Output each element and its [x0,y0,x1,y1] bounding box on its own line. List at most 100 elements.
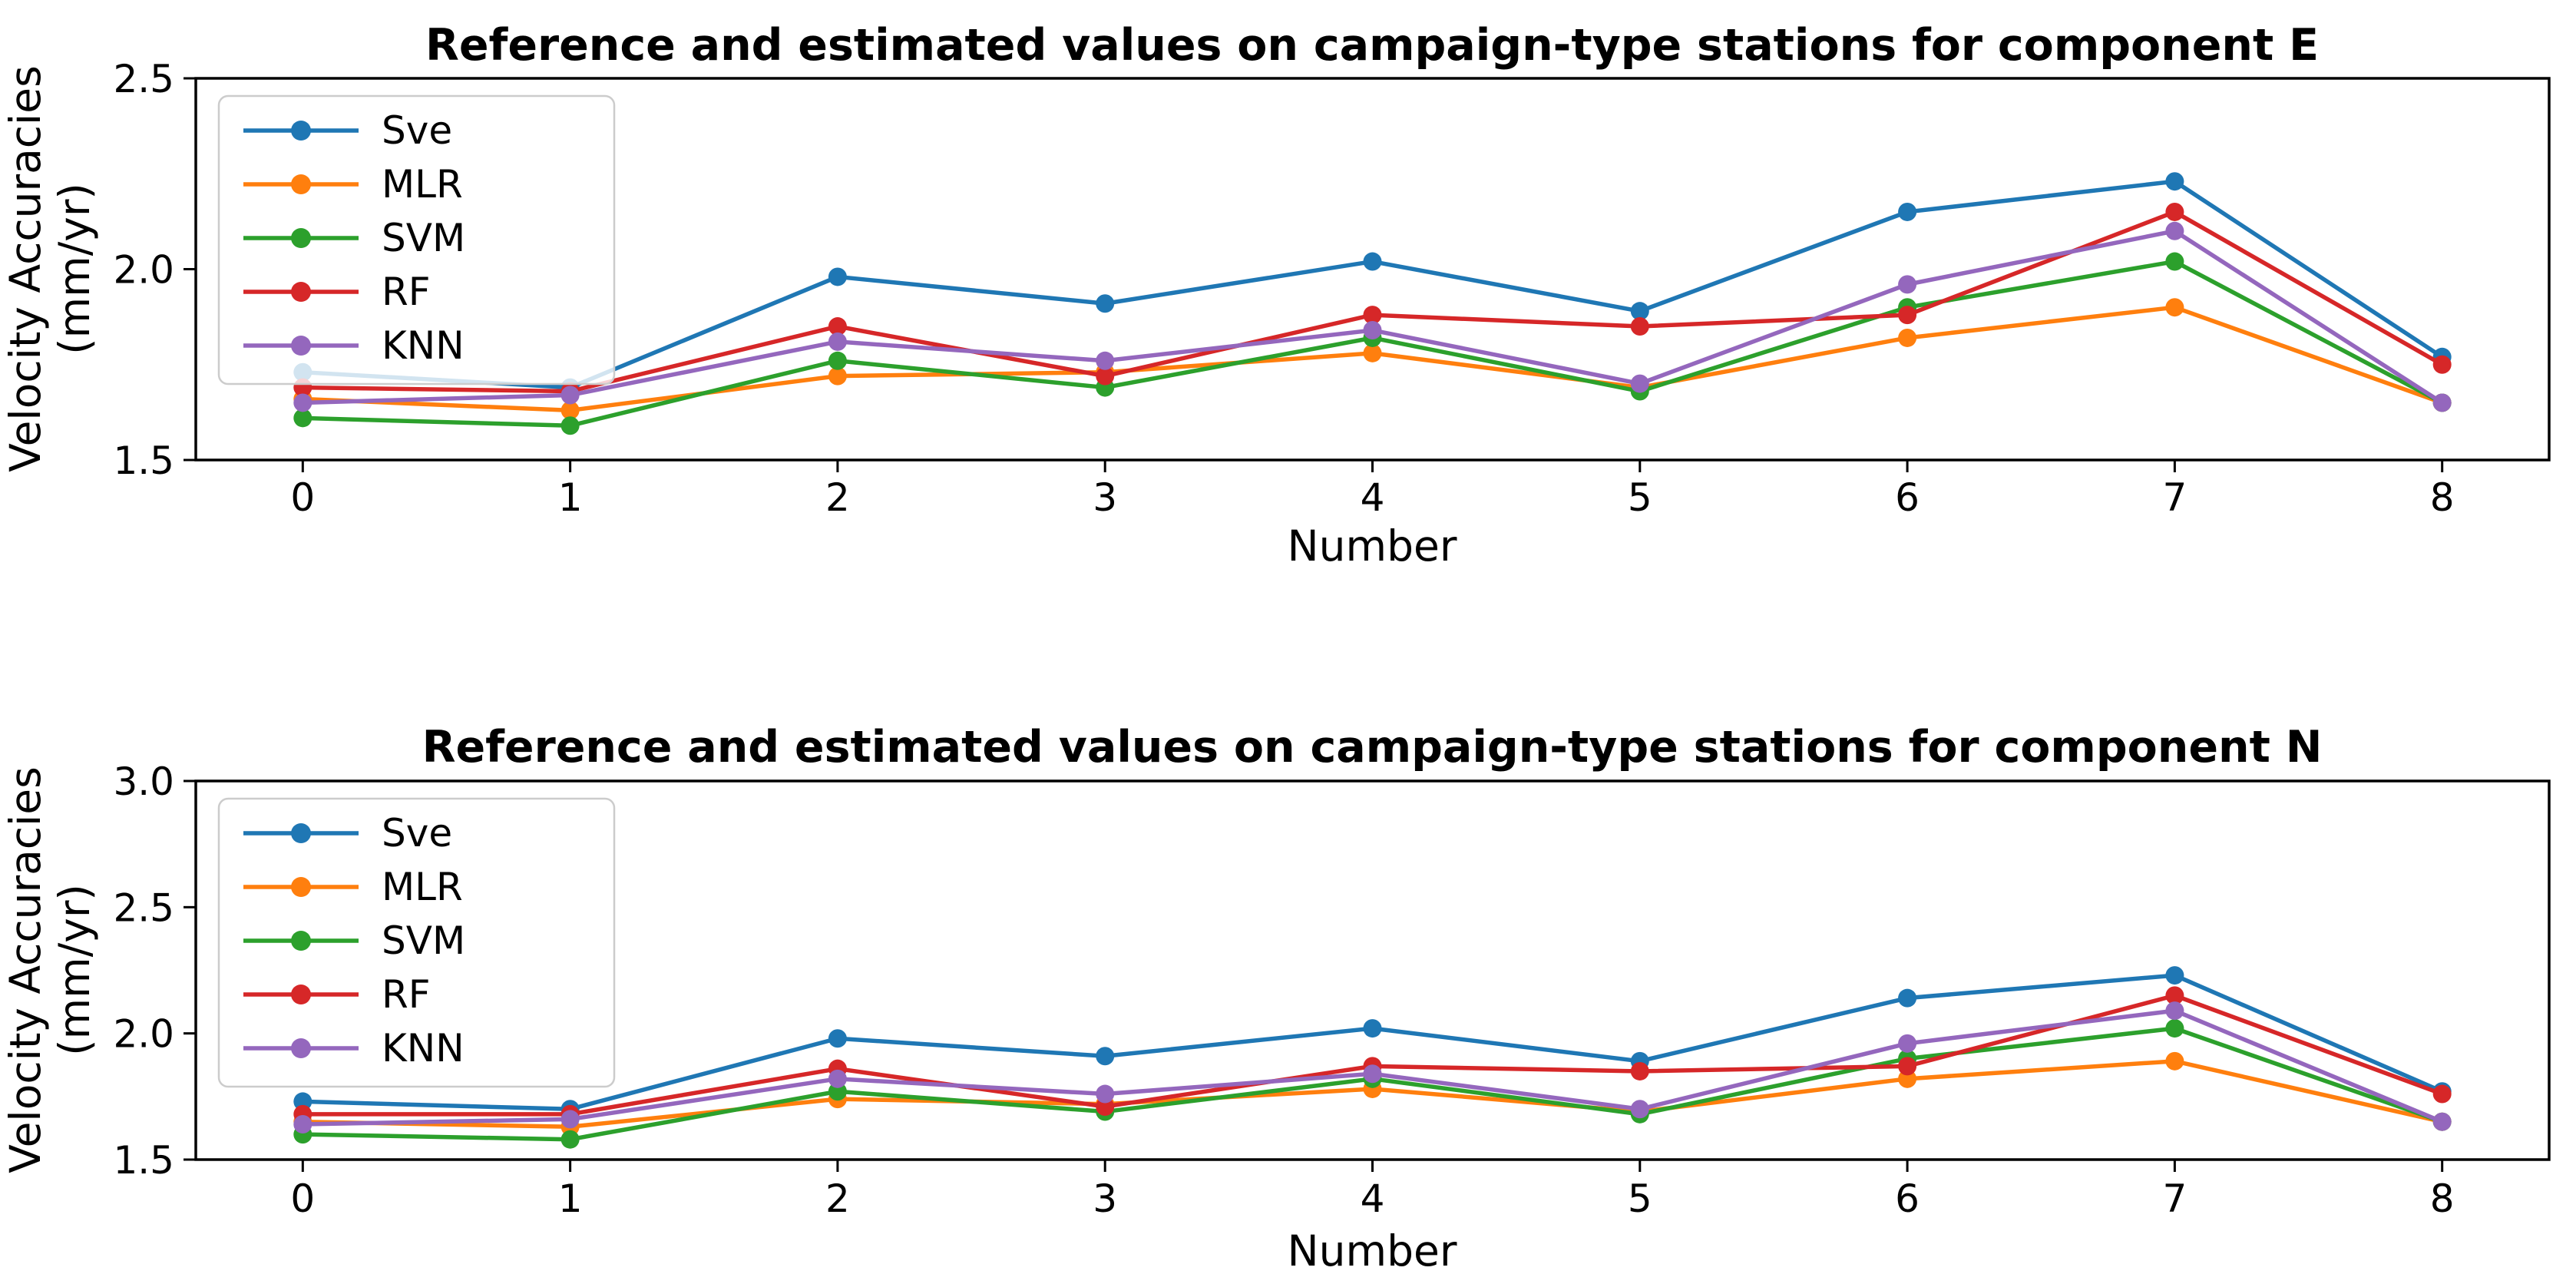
series-marker-SVM [828,1082,847,1101]
legend-sample-marker-KNN [291,1038,311,1058]
series-marker-MLR [1363,343,1382,362]
x-tick-label: 7 [2162,475,2187,520]
series-marker-Sve [293,1092,312,1111]
series-marker-KNN [1096,351,1115,370]
x-tick-label: 6 [1895,1176,1920,1221]
legend-sample-marker-RF [291,282,311,302]
legend-label-MLR: MLR [382,865,463,909]
series-marker-RF [1096,366,1115,386]
y-tick-label: 2.5 [113,885,174,930]
x-tick-label: 4 [1361,1176,1385,1221]
x-tick-label: 2 [825,1176,850,1221]
legend-label-SVM: SVM [382,918,465,963]
series-marker-RF [1898,1057,1917,1076]
series-marker-MLR [828,366,847,386]
x-tick-label: 8 [2430,1176,2455,1221]
series-marker-KNN [2432,393,2452,412]
plot-border [194,77,2551,462]
legend: Sve MLR SVM RF KNN [217,797,616,1088]
series-marker-KNN [1898,275,1917,294]
series-marker-RF [1363,306,1382,325]
y-tick-label: 2.5 [113,57,174,101]
series-marker-KNN [828,332,847,351]
series-marker-Sve [1363,1019,1382,1038]
legend-label-KNN: KNN [382,1026,465,1071]
x-tick-label: 2 [825,475,850,520]
series-marker-Sve [828,267,847,286]
series-marker-Sve [1096,294,1115,313]
y-tick-label: 2.0 [113,248,174,293]
series-marker-Sve [1630,302,1649,321]
series-marker-RF [1630,1061,1649,1080]
series-marker-SVM [293,409,312,428]
legend-sample-marker-RF [291,985,311,1004]
series-marker-RF [1096,1097,1115,1116]
series-marker-KNN [828,1069,847,1088]
legend-sample-marker-Sve [291,121,311,141]
chart-n-xlabel: Number [1288,1226,1457,1276]
x-tick-label: 1 [558,1176,583,1221]
legend-label-SVM: SVM [382,216,465,260]
series-marker-MLR [1898,1069,1917,1088]
legend-sample-marker-Sve [291,823,311,843]
x-tick-label: 7 [2162,1176,2187,1221]
series-marker-SVM [2165,252,2184,271]
chart-n-ylabel-line1: Velocity Accuracies [1,766,50,1173]
chart-n-plot-area: 1.5 2.0 2.5 3.0 0 1 2 3 4 5 6 7 8 Sve MLR SVM RF KNN [113,759,2551,1221]
series-marker-SVM [828,351,847,370]
legend-label-KNN: KNN [382,323,465,368]
x-tick-label: 0 [290,475,315,520]
chart-e-ylabel-line2: (mm/yr) [50,183,99,355]
series-marker-SVM [2165,1019,2184,1038]
chart-n-title: Reference and estimated values on campai… [422,722,2323,773]
series-marker-KNN [1363,321,1382,340]
legend-sample-marker-SVM [291,228,311,248]
series-marker-KNN [1363,1064,1382,1084]
legend-sample-marker-SVM [291,931,311,951]
legend-label-Sve: Sve [382,811,452,855]
series-marker-KNN [293,393,312,412]
chart-e-xlabel: Number [1288,521,1457,571]
series-marker-MLR [2165,1051,2184,1071]
legend: Sve MLR SVM RF KNN [217,94,616,386]
y-tick-label: 1.5 [113,1138,174,1183]
series-marker-KNN [561,386,580,405]
series-marker-KNN [1898,1034,1917,1053]
series-marker-KNN [2432,1112,2452,1131]
series-marker-KNN [1630,1100,1649,1119]
series-marker-RF [2165,986,2184,1005]
series-marker-RF [1898,306,1917,325]
series-marker-RF [1630,317,1649,336]
legend-label-RF: RF [382,972,431,1017]
series-marker-KNN [2165,221,2184,240]
series-marker-SVM [561,1130,580,1149]
legend-box [217,94,616,386]
legend-sample-marker-MLR [291,174,311,194]
y-tick-label: 1.5 [113,438,174,483]
legend-label-MLR: MLR [382,162,463,207]
series-marker-KNN [561,1110,580,1129]
chart-e-title: Reference and estimated values on campai… [425,20,2319,71]
series-marker-Sve [1898,202,1917,221]
x-tick-label: 4 [1361,475,1385,520]
series-marker-Sve [2165,172,2184,191]
y-tick-label: 2.0 [113,1012,174,1057]
series-marker-RF [828,317,847,336]
x-tick-label: 5 [1628,1176,1652,1221]
x-tick-label: 6 [1895,475,1920,520]
x-tick-label: 3 [1093,475,1117,520]
y-tick-label: 3.0 [113,759,174,804]
legend-sample-marker-MLR [291,877,311,897]
chart-e-plot-area: 1.5 2.0 2.5 0 1 2 3 4 5 6 7 8 Sve MLR SVM RF KNN [113,57,2551,520]
chart-n-ylabel-line2: (mm/yr) [50,884,99,1056]
legend-label-Sve: Sve [382,108,452,153]
series-marker-MLR [2165,298,2184,317]
series-marker-Sve [1096,1047,1115,1066]
series-marker-RF [2432,355,2452,374]
series-marker-Sve [1898,988,1917,1008]
legend-box [217,797,616,1088]
series-marker-KNN [1096,1084,1115,1104]
series-marker-Sve [2165,966,2184,985]
series-marker-KNN [1630,374,1649,393]
